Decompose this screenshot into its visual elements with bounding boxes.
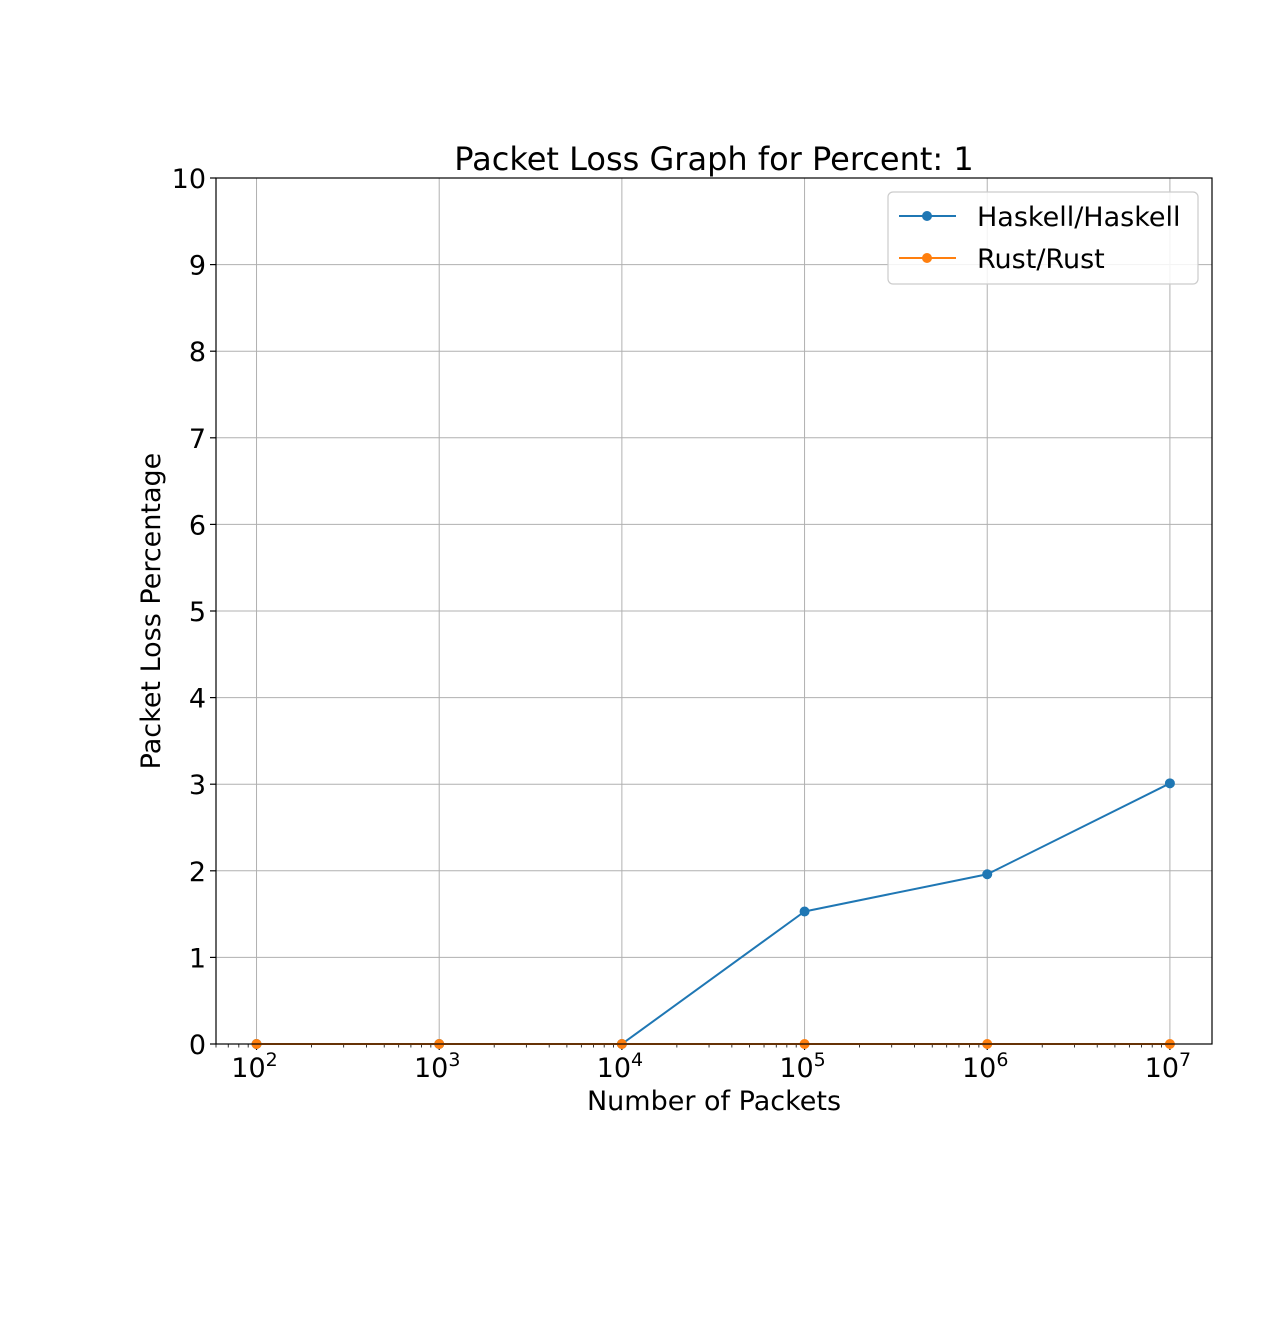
x-tick-label: 103 (414, 1049, 460, 1084)
legend-marker-rust (922, 253, 932, 263)
y-tick-label: 5 (189, 597, 206, 628)
x-tick-base: 10 (231, 1053, 265, 1084)
y-tick-label: 3 (189, 770, 206, 801)
x-tick-base: 10 (962, 1053, 996, 1084)
legend-label-rust: Rust/Rust (977, 244, 1105, 275)
legend: Haskell/Haskell Rust/Rust (887, 191, 1199, 285)
chart-title: Packet Loss Graph for Percent: 1 (454, 140, 973, 178)
x-tick-base: 10 (597, 1053, 631, 1084)
x-tick-label: 104 (597, 1049, 643, 1084)
plot-frame (215, 177, 1213, 1045)
data-point-haskell (799, 906, 810, 917)
x-tick-base: 10 (414, 1053, 448, 1084)
y-tick-label: 7 (189, 424, 206, 455)
y-tick-label: 2 (189, 857, 206, 888)
legend-label-haskell: Haskell/Haskell (977, 202, 1181, 233)
y-axis-label: Packet Loss Percentage (136, 453, 167, 770)
x-tick-exponent: 5 (814, 1049, 826, 1071)
legend-box (887, 191, 1199, 285)
x-tick-exponent: 6 (996, 1049, 1008, 1071)
x-tick-exponent: 4 (631, 1049, 643, 1071)
y-tick-label: 0 (189, 1030, 206, 1061)
x-tick-exponent: 7 (1179, 1049, 1191, 1071)
x-tick-exponent: 2 (266, 1049, 278, 1071)
x-tick-label: 105 (779, 1049, 825, 1084)
data-point-haskell (1164, 778, 1175, 789)
y-tick-label: 10 (172, 164, 206, 195)
y-tick-label: 1 (189, 943, 206, 974)
x-tick-base: 10 (779, 1053, 813, 1084)
y-tick-label: 4 (189, 684, 206, 715)
data-point-haskell (982, 869, 993, 880)
x-tick-exponent: 3 (448, 1049, 460, 1071)
x-tick-label: 106 (962, 1049, 1008, 1084)
y-tick-label: 8 (189, 337, 206, 368)
y-tick-label: 9 (189, 251, 206, 282)
x-tick-base: 10 (1145, 1053, 1179, 1084)
x-tick-label: 102 (231, 1049, 277, 1084)
x-axis-label: Number of Packets (587, 1086, 841, 1117)
y-tick-label: 6 (189, 510, 206, 541)
x-tick-label: 107 (1145, 1049, 1191, 1084)
legend-marker-haskell (922, 211, 932, 221)
